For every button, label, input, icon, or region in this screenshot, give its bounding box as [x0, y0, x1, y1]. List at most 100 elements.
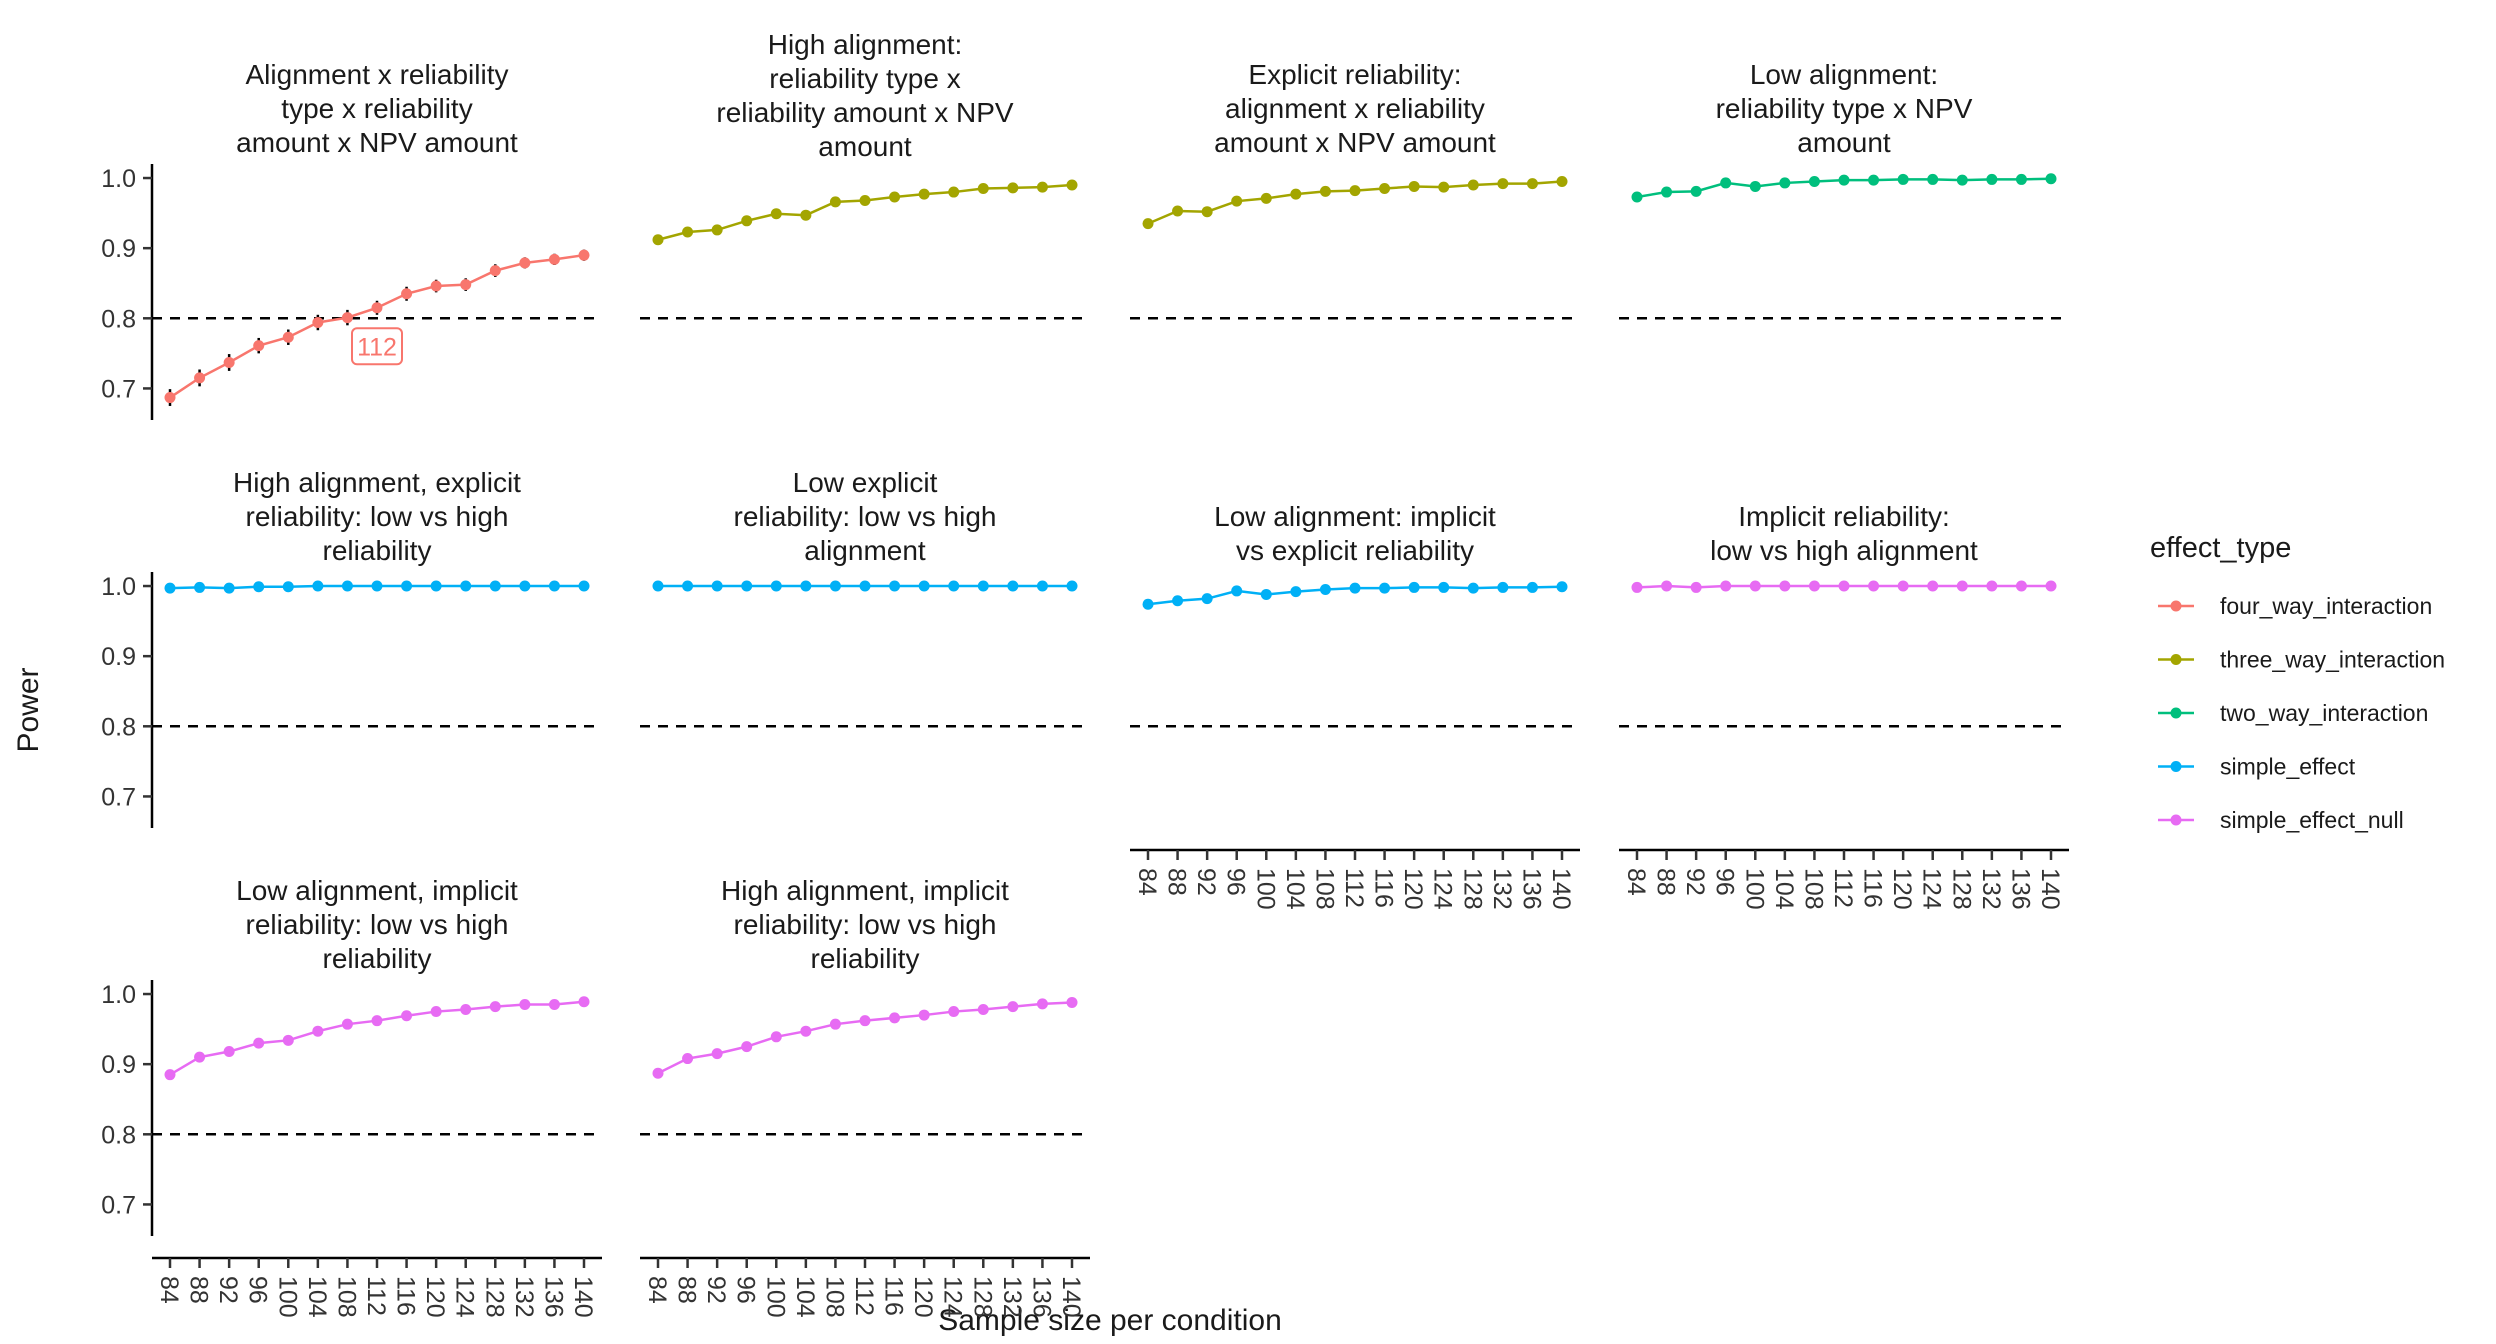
- data-point: [253, 340, 265, 352]
- x-tick-label: 128: [480, 1276, 508, 1318]
- data-point: [1066, 179, 1078, 191]
- data-point: [312, 580, 324, 592]
- x-tick-label: 140: [1547, 868, 1575, 910]
- legend-label: two_way_interaction: [2220, 700, 2428, 726]
- annotation-box: [351, 327, 403, 366]
- data-point: [1172, 595, 1184, 607]
- data-point: [1808, 176, 1820, 188]
- panel-title-line: Alignment x reliability: [246, 59, 509, 90]
- data-point: [519, 999, 531, 1011]
- data-point: [682, 226, 694, 238]
- data-point: [1319, 584, 1331, 596]
- series-line: [657, 1001, 1073, 1075]
- data-point: [948, 186, 960, 198]
- data-point: [1066, 580, 1078, 592]
- panel-title-line: type x reliability: [281, 93, 472, 124]
- x-tick-label: 128: [1947, 868, 1975, 910]
- data-point: [711, 224, 723, 236]
- x-tick-label: 108: [1310, 868, 1338, 910]
- legend-key-point: [2170, 761, 2182, 772]
- y-axis-title: Power: [12, 667, 45, 752]
- data-point: [194, 1051, 206, 1063]
- data-point: [1556, 581, 1568, 593]
- legend-label: simple_effect: [2220, 754, 2356, 780]
- y-tick-label: 0.9: [101, 235, 136, 263]
- data-point: [977, 1003, 989, 1015]
- legend-label: simple_effect_null: [2220, 807, 2404, 833]
- data-point: [430, 280, 442, 292]
- series-line: [169, 253, 585, 399]
- data-point: [859, 194, 871, 206]
- data-point: [1007, 580, 1019, 592]
- data-point: [489, 1001, 501, 1013]
- data-point: [741, 215, 753, 227]
- panel-title-line: High alignment:: [768, 29, 963, 60]
- data-point: [1986, 173, 1998, 185]
- panel-title-line: amount: [818, 131, 912, 162]
- data-point: [578, 580, 590, 592]
- y-tick-label: 0.8: [101, 713, 136, 741]
- data-point: [548, 999, 560, 1011]
- x-tick-label: 100: [273, 1276, 301, 1318]
- data-point: [711, 580, 723, 592]
- panel-title-line: reliability: [323, 535, 432, 566]
- x-tick-label: 88: [185, 1276, 213, 1304]
- panel-title-line: reliability amount x NPV: [716, 97, 1014, 128]
- data-point: [711, 1048, 723, 1060]
- y-tick-label: 1.0: [101, 981, 136, 1009]
- x-tick-label: 108: [820, 1276, 848, 1318]
- x-tick-label: 108: [332, 1276, 360, 1318]
- data-point: [1779, 580, 1791, 592]
- data-point: [578, 996, 590, 1008]
- data-point: [1720, 177, 1732, 189]
- data-point: [682, 1053, 694, 1065]
- x-tick-label: 88: [1652, 868, 1680, 896]
- data-point: [800, 209, 812, 221]
- data-point: [548, 253, 560, 265]
- data-point: [312, 317, 324, 329]
- data-point: [652, 1067, 664, 1079]
- data-point: [859, 580, 871, 592]
- data-point: [889, 191, 901, 203]
- data-point: [1779, 177, 1791, 189]
- data-point: [1172, 205, 1184, 217]
- data-point: [460, 279, 472, 291]
- panel-title: Low alignment: implicit vs explicit relia…: [1214, 501, 1496, 566]
- annotation-label: 112: [357, 333, 397, 361]
- data-point: [1838, 174, 1850, 186]
- data-point: [1497, 581, 1509, 593]
- x-tick-label: 84: [1622, 868, 1650, 896]
- data-point: [1661, 186, 1673, 198]
- data-point: [1927, 173, 1939, 185]
- data-point: [1408, 581, 1420, 593]
- x-tick-label: 112: [1829, 868, 1857, 908]
- x-tick-label: 116: [1859, 868, 1887, 908]
- panel-title-line: reliability: low vs high: [246, 501, 509, 532]
- data-point: [1897, 580, 1909, 592]
- data-point: [401, 580, 413, 592]
- facet-panel: Alignment x reliability type x reliabilit…: [101, 59, 602, 420]
- legend-entry: three_way_interaction: [2158, 647, 2445, 673]
- legend-key-point: [2170, 600, 2182, 612]
- x-tick-label: 136: [1517, 868, 1545, 910]
- data-point: [1690, 185, 1702, 197]
- data-point: [1556, 176, 1568, 188]
- data-point: [1438, 181, 1450, 193]
- panel-title-line: alignment: [804, 535, 926, 566]
- data-point: [1379, 582, 1391, 594]
- data-point: [829, 1018, 841, 1030]
- data-point: [223, 1046, 235, 1058]
- data-point: [1201, 206, 1213, 218]
- data-point: [889, 1012, 901, 1024]
- x-tick-label: 132: [998, 1276, 1026, 1318]
- x-tick-label: 124: [939, 1276, 967, 1318]
- data-point: [2045, 173, 2057, 185]
- data-point: [1467, 582, 1479, 594]
- data-point: [1007, 1001, 1019, 1013]
- x-tick-label: 136: [1027, 1276, 1055, 1318]
- y-tick-label: 0.7: [101, 783, 136, 811]
- data-point: [1438, 581, 1450, 593]
- data-point: [1319, 185, 1331, 197]
- data-point: [164, 392, 176, 404]
- data-point: [519, 580, 531, 592]
